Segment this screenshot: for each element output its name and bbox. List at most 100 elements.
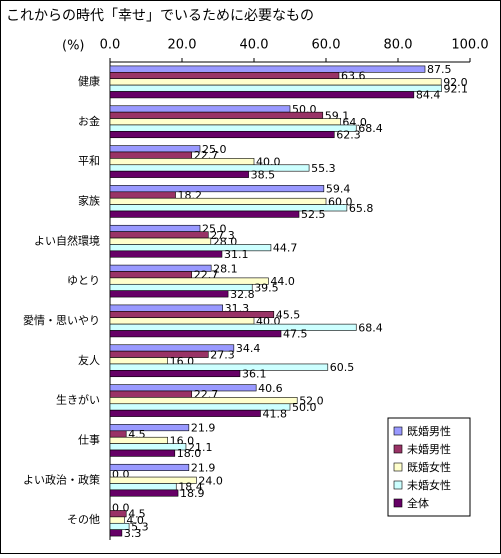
- bar: [109, 489, 179, 497]
- value-label: 92.1: [444, 82, 469, 95]
- legend-swatch: [393, 426, 403, 436]
- x-tick-label: 20.0: [168, 38, 197, 53]
- x-tick-label: 100.0: [451, 38, 488, 53]
- y-tick-label: 家族: [78, 193, 100, 207]
- bar: [109, 436, 168, 444]
- value-label: 27.3: [210, 348, 235, 361]
- y-tick-label: 健康: [78, 74, 100, 88]
- bar: [109, 370, 241, 378]
- bar: [109, 78, 442, 86]
- value-label: 87.5: [427, 63, 452, 76]
- value-label: 3.3: [124, 527, 142, 540]
- unit-label: (%): [62, 39, 85, 54]
- bar: [109, 271, 193, 279]
- x-tick-label: 40.0: [240, 38, 269, 53]
- legend-label: 既婚男性: [407, 424, 451, 438]
- bar: [109, 430, 127, 438]
- bar: [109, 91, 415, 99]
- chart-title: これからの時代「幸せ」でいるために必要なもの: [6, 8, 314, 24]
- bar: [109, 357, 168, 365]
- legend-label: 全体: [407, 496, 429, 510]
- value-label: 21.1: [188, 441, 213, 454]
- bar: [109, 111, 324, 119]
- legend-swatch: [393, 498, 403, 508]
- x-tick-label: 80.0: [384, 38, 413, 53]
- legend-swatch: [393, 480, 403, 490]
- value-label: 92.0: [443, 76, 468, 89]
- bar: [109, 424, 190, 432]
- bar: [109, 124, 357, 132]
- value-label: 18.0: [177, 447, 202, 460]
- bar: [109, 311, 275, 319]
- bar: [109, 277, 269, 285]
- value-label: 40.6: [258, 382, 283, 395]
- value-label: 38.5: [251, 168, 276, 181]
- y-tick-label: 生きがい: [56, 393, 100, 407]
- y-tick-label: ゆとり: [67, 274, 100, 287]
- bar: [109, 363, 329, 371]
- bar: [109, 105, 291, 113]
- legend-label: 未婚男性: [407, 442, 451, 456]
- value-label: 44.0: [270, 275, 295, 288]
- legend-swatch: [393, 462, 403, 472]
- bar: [109, 443, 187, 451]
- bar: [109, 145, 201, 153]
- y-tick-label: 友人: [78, 353, 100, 367]
- bar: [109, 323, 357, 331]
- value-label: 4.0: [126, 514, 143, 527]
- y-tick-label: よい自然環境: [34, 233, 100, 247]
- bar: [109, 304, 223, 312]
- value-label: 52.0: [299, 395, 324, 408]
- bar: [109, 529, 123, 537]
- bar: [109, 164, 310, 172]
- y-tick-label: 愛情・思いやり: [23, 314, 100, 327]
- bar: [109, 510, 127, 518]
- value-label: 60.5: [330, 361, 355, 374]
- bar: [109, 390, 193, 398]
- bar: [109, 170, 249, 178]
- value-label: 24.0: [198, 474, 223, 487]
- bar: [109, 65, 426, 73]
- value-label: 25.0: [202, 143, 227, 156]
- value-label: 68.4: [358, 321, 383, 334]
- bar: [109, 118, 341, 126]
- value-label: 59.4: [326, 183, 351, 196]
- bar: [109, 384, 257, 392]
- legend-swatch: [393, 444, 403, 454]
- value-label: 27.3: [210, 229, 235, 242]
- bar: [109, 185, 325, 193]
- bar: [109, 483, 177, 491]
- value-label: 5.3: [131, 520, 149, 533]
- value-label: 47.5: [283, 328, 308, 341]
- value-label: 62.3: [336, 129, 361, 142]
- bar: [109, 197, 327, 205]
- value-label: 18.4: [178, 481, 203, 494]
- y-tick-label: 仕事: [78, 433, 100, 446]
- value-label: 34.4: [236, 342, 261, 355]
- legend-label: 既婚女性: [407, 460, 451, 474]
- value-label: 65.8: [349, 202, 374, 215]
- value-label: 55.3: [311, 162, 336, 175]
- value-label: 68.4: [358, 122, 383, 135]
- bar: [109, 250, 223, 258]
- bar: [109, 330, 282, 338]
- bar: [109, 151, 193, 159]
- value-label: 84.4: [416, 89, 441, 102]
- value-label: 45.5: [276, 309, 301, 322]
- value-label: 31.1: [224, 248, 249, 261]
- bar: [109, 409, 261, 417]
- value-label: 21.9: [191, 461, 216, 474]
- value-label: 50.0: [292, 401, 317, 414]
- bar: [109, 158, 255, 166]
- value-label: 41.8: [262, 407, 287, 420]
- bar: [109, 237, 212, 245]
- legend-label: 未婚女性: [407, 478, 451, 492]
- bar: [109, 210, 300, 218]
- bar: [109, 84, 442, 92]
- bar: [109, 290, 229, 298]
- value-label: 36.1: [242, 368, 267, 381]
- bar: [109, 131, 335, 139]
- bar: [109, 317, 255, 325]
- y-tick-label: 平和: [78, 155, 100, 168]
